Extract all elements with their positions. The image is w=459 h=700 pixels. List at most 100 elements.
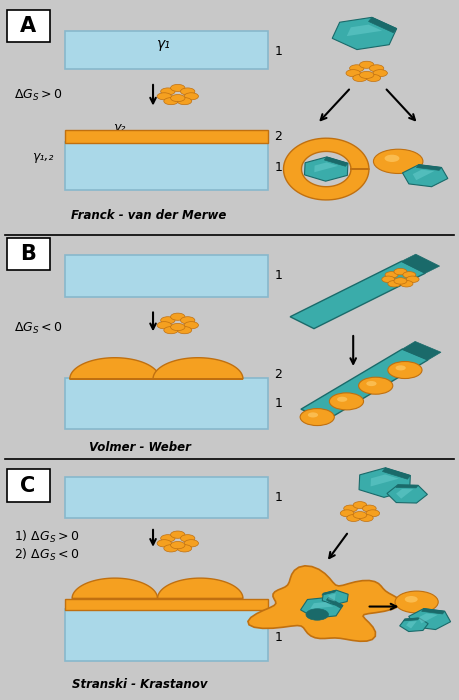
- Circle shape: [171, 94, 185, 101]
- Text: Stranski - Krastanov: Stranski - Krastanov: [72, 678, 207, 691]
- Polygon shape: [406, 621, 417, 629]
- Polygon shape: [314, 162, 338, 172]
- Polygon shape: [326, 597, 343, 608]
- Circle shape: [184, 540, 198, 547]
- Polygon shape: [70, 358, 160, 379]
- Polygon shape: [400, 618, 428, 631]
- Circle shape: [157, 93, 172, 100]
- Polygon shape: [304, 157, 348, 181]
- Circle shape: [353, 502, 367, 508]
- Circle shape: [157, 540, 172, 547]
- Circle shape: [164, 545, 178, 552]
- Circle shape: [359, 514, 373, 522]
- Text: γ₂: γ₂: [113, 120, 125, 134]
- Text: $\Delta G_S > 0$: $\Delta G_S > 0$: [14, 88, 62, 103]
- Circle shape: [385, 272, 398, 278]
- Polygon shape: [402, 342, 441, 360]
- Polygon shape: [332, 18, 397, 50]
- Circle shape: [161, 316, 175, 324]
- Circle shape: [184, 321, 198, 329]
- Circle shape: [394, 268, 407, 275]
- Circle shape: [344, 505, 358, 512]
- Polygon shape: [248, 566, 401, 641]
- Circle shape: [366, 381, 376, 386]
- Bar: [65, 598, 268, 610]
- Circle shape: [385, 155, 399, 162]
- Bar: [65, 477, 268, 518]
- Text: 1: 1: [274, 491, 282, 504]
- Polygon shape: [416, 164, 442, 170]
- Polygon shape: [396, 489, 413, 498]
- Circle shape: [180, 535, 195, 542]
- Polygon shape: [301, 597, 343, 618]
- Polygon shape: [322, 590, 348, 605]
- Circle shape: [388, 361, 422, 379]
- Text: A: A: [20, 16, 36, 36]
- Circle shape: [366, 510, 380, 517]
- Circle shape: [396, 365, 406, 370]
- Text: 1: 1: [274, 270, 282, 282]
- Circle shape: [388, 281, 401, 287]
- Circle shape: [353, 74, 367, 81]
- Circle shape: [184, 93, 198, 100]
- Circle shape: [171, 531, 185, 538]
- Bar: [7, 10, 50, 42]
- Polygon shape: [418, 613, 438, 624]
- Polygon shape: [290, 261, 425, 328]
- Circle shape: [171, 313, 185, 321]
- Circle shape: [369, 65, 384, 72]
- Text: 2: 2: [274, 368, 282, 381]
- Text: 2: 2: [274, 598, 282, 611]
- Circle shape: [406, 276, 419, 283]
- Text: 2: 2: [274, 130, 282, 143]
- Circle shape: [353, 512, 367, 519]
- Polygon shape: [284, 138, 369, 200]
- Circle shape: [171, 85, 185, 92]
- Bar: [65, 378, 268, 429]
- Text: B: B: [20, 244, 36, 264]
- Polygon shape: [157, 578, 243, 598]
- Polygon shape: [325, 157, 348, 167]
- Text: 1: 1: [274, 162, 282, 174]
- Text: 1: 1: [274, 631, 282, 644]
- Polygon shape: [403, 618, 419, 621]
- Circle shape: [374, 149, 423, 174]
- Bar: [65, 141, 268, 190]
- Polygon shape: [369, 18, 397, 33]
- Text: $\Delta G_S < 0$: $\Delta G_S < 0$: [14, 321, 62, 336]
- Circle shape: [373, 69, 387, 77]
- Circle shape: [350, 65, 364, 72]
- Circle shape: [177, 97, 192, 105]
- Circle shape: [330, 393, 364, 410]
- Circle shape: [382, 276, 395, 283]
- Circle shape: [164, 97, 178, 105]
- Circle shape: [164, 327, 178, 334]
- Text: 1: 1: [274, 45, 282, 57]
- Bar: [7, 469, 50, 502]
- Bar: [65, 609, 268, 661]
- Text: Volmer - Weber: Volmer - Weber: [89, 441, 190, 454]
- Circle shape: [363, 505, 376, 512]
- Circle shape: [177, 327, 192, 334]
- Circle shape: [405, 596, 418, 603]
- Circle shape: [337, 397, 347, 402]
- Bar: [65, 255, 268, 298]
- Circle shape: [161, 88, 175, 95]
- Circle shape: [306, 609, 329, 620]
- Circle shape: [300, 409, 334, 426]
- Bar: [7, 238, 50, 270]
- Text: C: C: [20, 475, 36, 496]
- Circle shape: [403, 272, 416, 278]
- Circle shape: [171, 542, 185, 549]
- Circle shape: [308, 412, 318, 417]
- Text: $1)\ \Delta G_S > 0$: $1)\ \Delta G_S > 0$: [14, 529, 79, 545]
- Polygon shape: [310, 602, 333, 609]
- Polygon shape: [328, 594, 336, 601]
- Polygon shape: [301, 349, 428, 420]
- Circle shape: [358, 377, 393, 394]
- Text: 1: 1: [274, 397, 282, 410]
- Circle shape: [346, 69, 360, 77]
- Polygon shape: [403, 164, 448, 187]
- Circle shape: [395, 591, 438, 613]
- Polygon shape: [387, 485, 427, 503]
